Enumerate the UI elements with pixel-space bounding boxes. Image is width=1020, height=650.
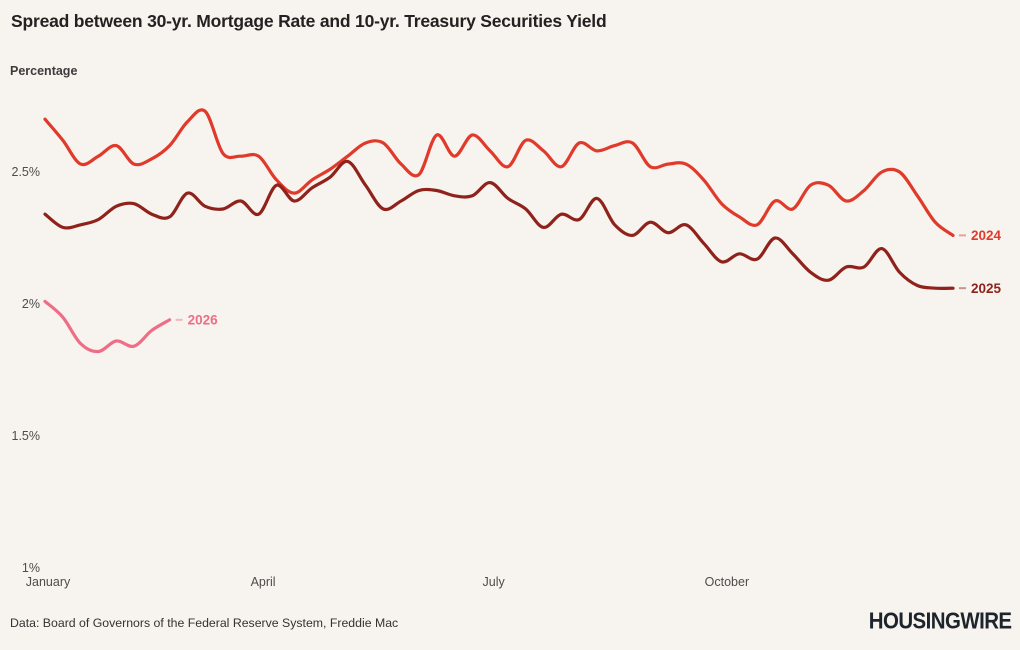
series-line-2026 (43, 299, 172, 354)
series-label-2025: 2025 (971, 281, 1002, 296)
y-axis-tick-label: 1.5% (12, 429, 41, 443)
x-axis-tick-label: October (705, 575, 749, 589)
chart-title: Spread between 30-yr. Mortgage Rate and … (11, 11, 607, 31)
series-line-2024 (43, 108, 955, 237)
x-axis-tick-label: April (251, 575, 276, 589)
y-axis-tick-label: 2% (22, 297, 40, 311)
x-axis-tick-label: January (26, 575, 71, 589)
series-label-2026: 2026 (188, 312, 219, 327)
housingwire-logo: HOUSINGWIRE (869, 607, 1012, 634)
x-axis-tick-label: July (483, 575, 506, 589)
series-line-2025 (43, 159, 955, 290)
y-axis-tick-label: 1% (22, 561, 40, 575)
series-label-2024: 2024 (971, 228, 1002, 243)
y-axis-tick-label: 2.5% (12, 165, 41, 179)
chart-y-axis-caption: Percentage (10, 64, 78, 78)
data-source-credit: Data: Board of Governors of the Federal … (10, 616, 399, 630)
